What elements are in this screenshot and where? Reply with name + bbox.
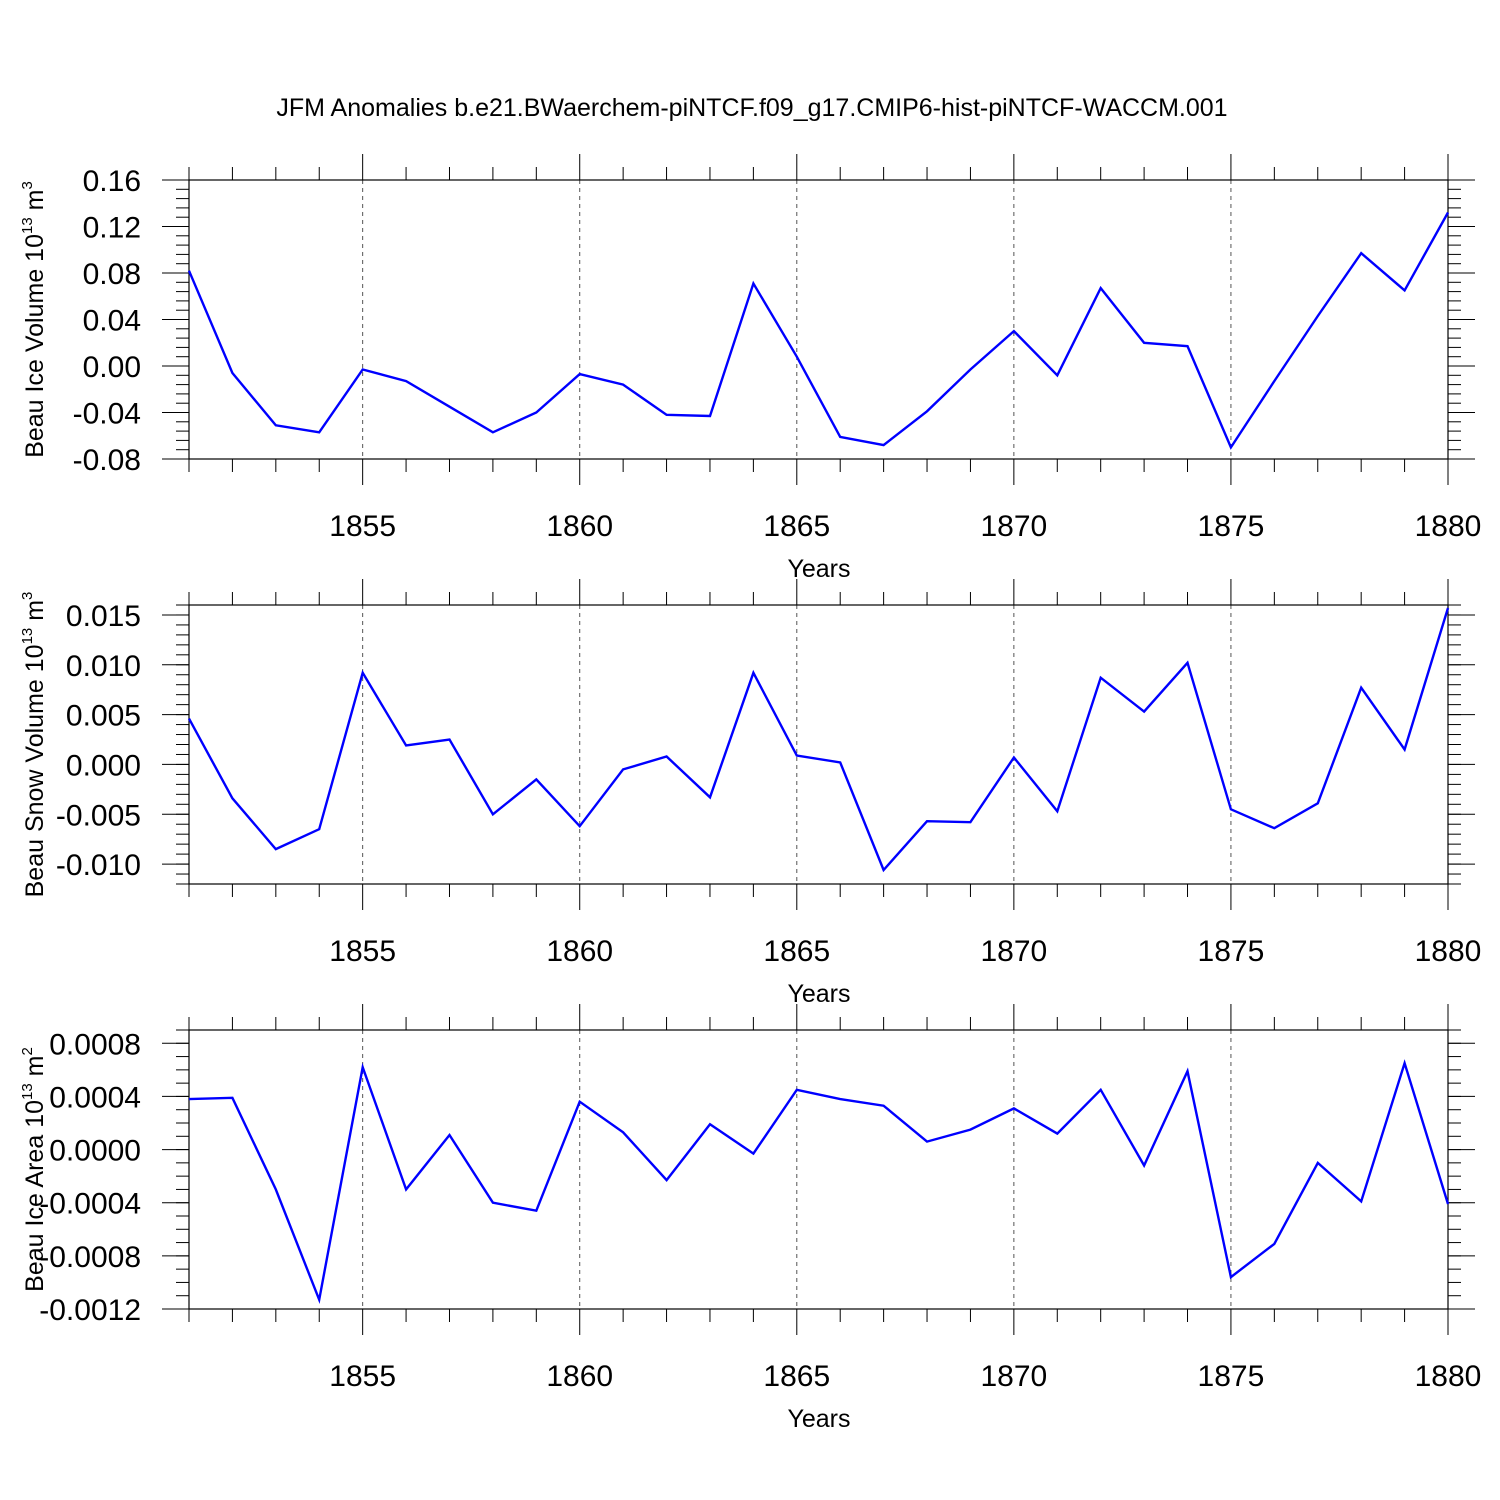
y-tick-label: -0.0008 <box>39 1241 141 1274</box>
x-tick-label: 1870 <box>980 1360 1047 1393</box>
y-tick-label: 0.005 <box>66 700 141 733</box>
x-tick-label: 1855 <box>329 1360 396 1393</box>
y-axis-label: Beau Snow Volume 1013 m3 <box>19 592 49 898</box>
y-axis-label: Beau Ice Volume 1013 m3 <box>19 181 49 458</box>
x-tick-label: 1860 <box>546 1360 613 1393</box>
y-tick-label: -0.04 <box>73 398 141 431</box>
x-tick-label: 1880 <box>1415 1360 1482 1393</box>
y-tick-label: 0.0008 <box>49 1028 141 1061</box>
panel-ice-volume: -0.08 -0.04 0.00 0.04 0.08 0.12 0.16 1855 1860 18… <box>19 154 1481 583</box>
x-tick-label: 1865 <box>763 510 830 543</box>
plot-frame <box>188 179 1449 460</box>
series-line <box>187 211 1450 450</box>
x-tick-label: 1860 <box>546 510 613 543</box>
x-tick-label: 1860 <box>546 935 613 968</box>
y-tick-label: 0.04 <box>83 305 141 338</box>
y-tick-label: 0.16 <box>83 165 141 198</box>
panel-ice-area: -0.0012 -0.0008 -0.0004 0.0000 0.0004 0.0008 1… <box>19 1004 1481 1433</box>
x-tick-label: 1875 <box>1198 935 1265 968</box>
x-tick-label: 1865 <box>763 935 830 968</box>
y-tick-label: 0.015 <box>66 600 141 633</box>
y-tick-label: -0.0012 <box>39 1294 141 1327</box>
y-axis-label: Beau Ice Area 1013 m2 <box>19 1047 49 1292</box>
x-axis-label: Years <box>787 980 850 1008</box>
y-tick-label: -0.010 <box>56 849 141 882</box>
x-tick-label: 1870 <box>980 510 1047 543</box>
y-tick-label: 0.0004 <box>49 1081 141 1114</box>
plot-frame <box>188 1029 1449 1310</box>
plot-frame <box>188 604 1449 885</box>
panel-snow-volume: -0.010 -0.005 0.000 0.005 0.010 0.015 1855 1860… <box>19 579 1481 1008</box>
x-tick-label: 1880 <box>1415 510 1482 543</box>
y-tick-label: -0.08 <box>73 444 141 477</box>
x-tick-label: 1855 <box>329 935 396 968</box>
y-tick-label: 0.010 <box>66 650 141 683</box>
x-tick-label: 1855 <box>329 510 396 543</box>
x-tick-label: 1870 <box>980 935 1047 968</box>
y-tick-label: -0.0004 <box>39 1188 141 1221</box>
y-tick-label: 0.12 <box>83 212 141 245</box>
y-tick-label: 0.00 <box>83 351 141 384</box>
y-tick-label: -0.005 <box>56 799 141 832</box>
x-tick-label: 1880 <box>1415 935 1482 968</box>
y-tick-label: 0.000 <box>66 749 141 782</box>
x-tick-label: 1875 <box>1198 1360 1265 1393</box>
figure-title: JFM Anomalies b.e21.BWaerchem-piNTCF.f09… <box>276 94 1227 122</box>
series-line <box>188 1059 1450 1305</box>
x-axis-label: Years <box>787 1405 850 1433</box>
x-tick-label: 1865 <box>763 1360 830 1393</box>
y-tick-label: 0.0000 <box>49 1135 141 1168</box>
x-tick-label: 1875 <box>1198 510 1265 543</box>
series-line <box>187 607 1450 873</box>
y-tick-label: 0.08 <box>83 258 141 291</box>
x-axis-label: Years <box>787 555 850 583</box>
